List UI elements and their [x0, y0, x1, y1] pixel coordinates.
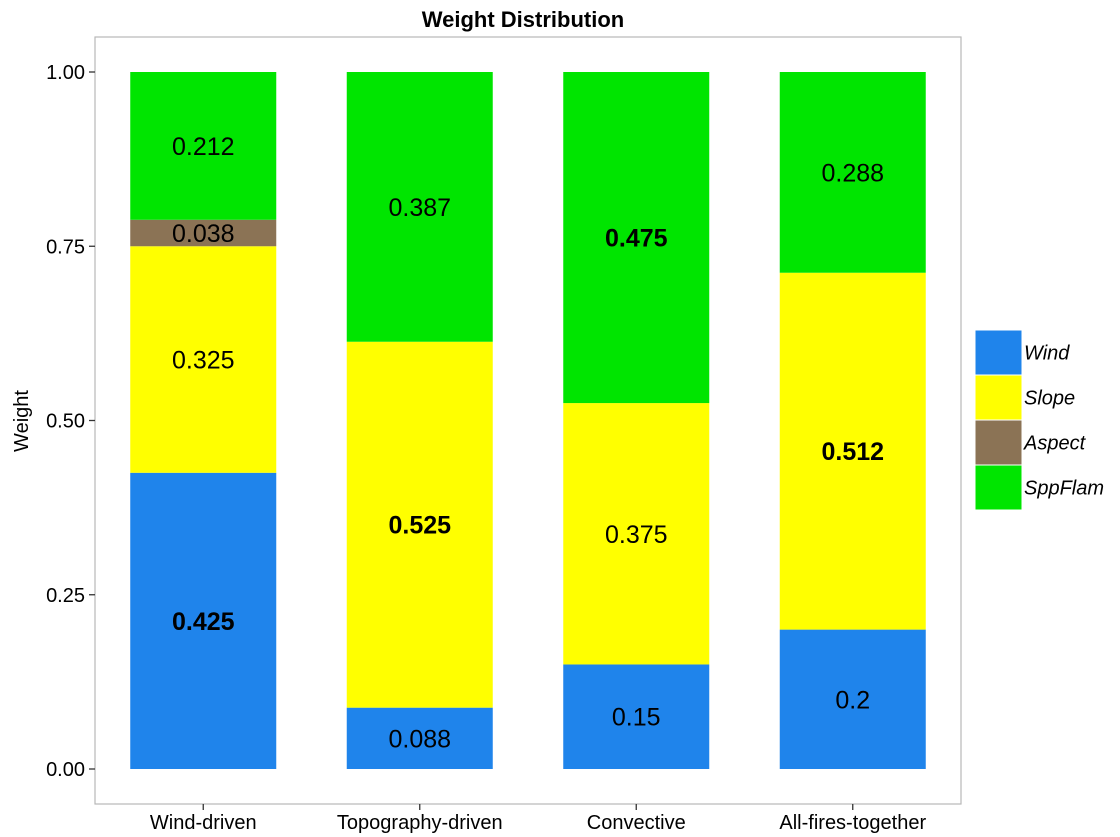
x-tick-label: Wind-driven [150, 812, 257, 834]
data-label-sppflam-convective: 0.475 [605, 225, 668, 253]
bar-segment-wind-topography-driven [346, 707, 493, 769]
bar-segment-sppflam-convective [563, 72, 710, 404]
x-axis: Wind-driven Topography-driven Convective Al… [150, 804, 926, 834]
y-axis: 0.00 0.25 0.50 0.75 1.00 [46, 62, 95, 781]
bar-segment-sppflam-wind-driven [130, 72, 277, 220]
data-labels-layer: 0.425 0.325 0.038 0.212 0.088 0.525 0.387 0.15 0… [172, 133, 884, 753]
y-tick-label: 0.75 [46, 236, 85, 258]
bar-segment-slope-wind-driven [130, 246, 277, 473]
data-label-sppflam-all-fires-together: 0.288 [821, 159, 884, 187]
y-tick-label: 0.50 [46, 411, 85, 433]
data-label-slope-all-fires-together: 0.512 [821, 438, 884, 466]
legend-label-sppflam: SppFlam [1024, 478, 1104, 500]
y-axis-title: Weight [11, 390, 33, 452]
y-tick-label: 0.00 [46, 759, 85, 781]
data-label-wind-wind-driven: 0.425 [172, 608, 235, 636]
legend-swatch-slope [974, 374, 1023, 421]
bar-segment-wind-convective [563, 664, 710, 769]
bar-segment-wind-wind-driven [130, 472, 277, 769]
bar-segment-sppflam-all-fires-together [779, 72, 926, 273]
bar-segment-sppflam-topography-driven [346, 72, 493, 342]
legend-label-slope: Slope [1024, 388, 1075, 410]
legend-label-aspect: Aspect [1023, 433, 1087, 455]
legend-label-wind: Wind [1024, 343, 1070, 365]
legend: Wind Slope Aspect SppFlam [974, 329, 1104, 511]
data-label-aspect-wind-driven: 0.038 [172, 220, 235, 248]
bar-segment-wind-all-fires-together [779, 629, 926, 769]
legend-swatch-aspect [974, 419, 1023, 466]
bar-segment-slope-all-fires-together [779, 272, 926, 630]
legend-swatch-wind [974, 329, 1023, 376]
y-tick-label: 1.00 [46, 62, 85, 84]
y-tick-label: 0.25 [46, 585, 85, 607]
bars-layer [130, 72, 926, 769]
x-tick-label: Convective [587, 812, 686, 834]
data-label-sppflam-topography-driven: 0.387 [388, 194, 451, 222]
data-label-slope-convective: 0.375 [605, 521, 668, 549]
x-tick-label: All-fires-together [779, 812, 926, 834]
data-label-wind-convective: 0.15 [612, 704, 661, 732]
chart-title: Weight Distribution [422, 7, 624, 32]
data-label-slope-wind-driven: 0.325 [172, 347, 235, 375]
bar-segment-slope-convective [563, 403, 710, 665]
data-label-wind-topography-driven: 0.088 [388, 725, 451, 753]
data-label-sppflam-wind-driven: 0.212 [172, 133, 235, 161]
data-label-wind-all-fires-together: 0.2 [835, 686, 870, 714]
bar-segment-aspect-wind-driven [130, 219, 277, 247]
bar-segment-slope-topography-driven [346, 341, 493, 708]
legend-swatch-sppflam [974, 464, 1023, 511]
x-tick-label: Topography-driven [337, 812, 503, 834]
data-label-slope-topography-driven: 0.525 [388, 512, 451, 540]
